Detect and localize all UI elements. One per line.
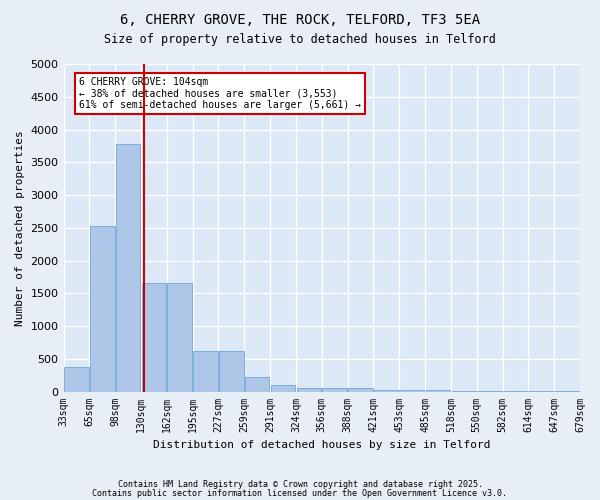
Bar [503,391,528,392]
Bar [555,391,580,392]
Bar [116,144,140,392]
Text: Size of property relative to detached houses in Telford: Size of property relative to detached ho… [104,32,496,46]
Bar [245,377,269,392]
Bar [90,226,115,392]
Text: 6, CHERRY GROVE, THE ROCK, TELFORD, TF3 5EA: 6, CHERRY GROVE, THE ROCK, TELFORD, TF3 … [120,12,480,26]
Bar [529,391,554,392]
Bar [478,391,502,392]
Bar [64,367,89,392]
X-axis label: Distribution of detached houses by size in Telford: Distribution of detached houses by size … [153,440,491,450]
Bar [296,388,321,392]
Y-axis label: Number of detached properties: Number of detached properties [15,130,25,326]
Bar [142,284,166,392]
Bar [426,390,450,392]
Text: Contains public sector information licensed under the Open Government Licence v3: Contains public sector information licen… [92,488,508,498]
Bar [322,388,347,392]
Text: Contains HM Land Registry data © Crown copyright and database right 2025.: Contains HM Land Registry data © Crown c… [118,480,482,489]
Bar [374,390,398,392]
Bar [452,391,476,392]
Bar [219,350,244,392]
Bar [271,385,295,392]
Text: 6 CHERRY GROVE: 104sqm
← 38% of detached houses are smaller (3,553)
61% of semi-: 6 CHERRY GROVE: 104sqm ← 38% of detached… [79,77,361,110]
Bar [400,390,424,392]
Bar [193,350,218,392]
Bar [348,388,373,392]
Bar [167,284,192,392]
